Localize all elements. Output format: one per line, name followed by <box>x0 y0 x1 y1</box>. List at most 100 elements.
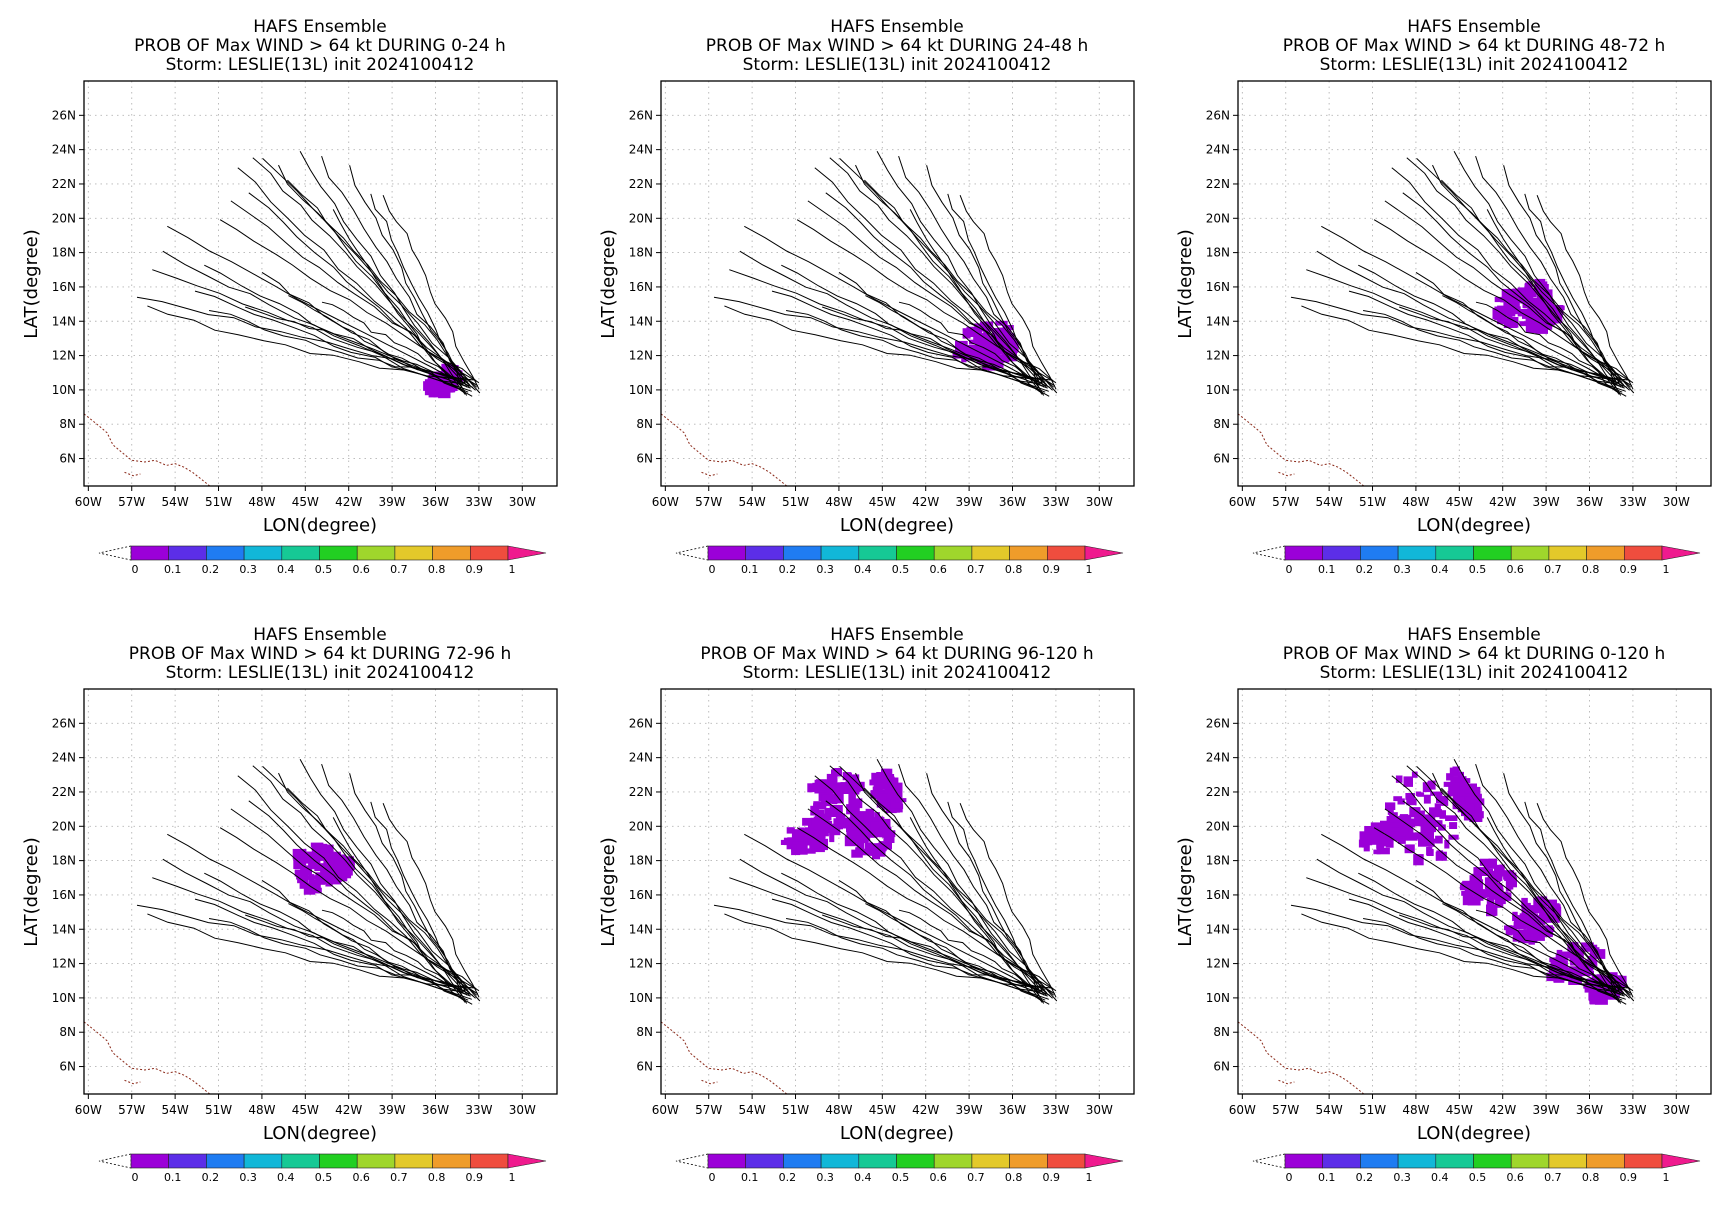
probability-cell <box>1398 825 1409 833</box>
colorbar-tick-label: 0.7 <box>390 1171 408 1184</box>
ensemble-track <box>855 772 1043 1003</box>
colorbar-tick-label: 0.7 <box>967 563 985 576</box>
probability-cell <box>852 781 865 792</box>
x-tick-label: 54W <box>739 495 766 509</box>
probability-cell <box>316 875 326 885</box>
probability-cell <box>979 337 991 350</box>
x-axis-label: LON(degree) <box>1417 1123 1531 1144</box>
probability-cell <box>1556 949 1563 957</box>
probability-cell <box>1419 832 1427 837</box>
coastline <box>701 471 718 477</box>
probability-cell <box>851 849 863 858</box>
probability-cell <box>300 854 311 861</box>
panel-title-line1: HAFS Ensemble <box>253 17 386 37</box>
y-tick-label: 18N <box>1206 246 1230 260</box>
x-tick-label: 48W <box>1402 495 1429 509</box>
probability-cell <box>1406 818 1415 828</box>
x-tick-label: 54W <box>162 495 189 509</box>
probability-cell <box>1507 317 1519 328</box>
x-tick-label: 45W <box>292 495 319 509</box>
x-tick-label: 60W <box>1229 1103 1256 1117</box>
y-tick-label: 26N <box>629 108 653 122</box>
ensemble-track <box>261 879 473 1005</box>
ensemble-track <box>1399 914 1620 992</box>
ensemble-track <box>876 151 1040 389</box>
ensemble-track <box>167 833 474 996</box>
probability-cell <box>1469 879 1484 892</box>
ensemble-track <box>1415 271 1627 397</box>
ensemble-track <box>1384 200 1634 384</box>
probability-cell <box>1570 947 1584 954</box>
x-tick-label: 39W <box>956 1103 983 1117</box>
x-tick-label: 30W <box>509 1103 536 1117</box>
x-tick-label: 48W <box>825 495 852 509</box>
ensemble-track <box>898 909 1047 996</box>
y-tick-label: 12N <box>629 349 653 363</box>
ensemble-track <box>1524 193 1622 396</box>
probability-cell <box>1364 834 1373 846</box>
colorbar-swatch <box>1435 545 1474 561</box>
y-axis-label: LAT(degree) <box>21 229 42 338</box>
y-tick-label: 10N <box>629 383 653 397</box>
y-tick-label: 8N <box>59 417 76 431</box>
probability-cell <box>294 869 308 877</box>
probability-cell <box>1446 773 1454 781</box>
probability-cell <box>1405 793 1415 800</box>
probability-cell <box>1462 894 1474 906</box>
probability-cell <box>1553 311 1563 316</box>
colorbar: 0 0.1 0.2 0.3 0.4 0.5 0.6 0.7 0.8 0.9 1 <box>98 1153 547 1184</box>
colorbar-tick-label: 0.1 <box>741 563 759 576</box>
panel-24-48h: HAFS Ensemble PROB OF Max WIND > 64 kt DU… <box>577 0 1154 608</box>
colorbar-tick-label: 0.9 <box>1043 1171 1061 1184</box>
probability-cell <box>1601 975 1611 983</box>
panel-title-line3: Storm: LESLIE(13L) init 2024100412 <box>166 55 475 75</box>
x-tick-label: 30W <box>1086 495 1113 509</box>
ensemble-track <box>898 301 1047 388</box>
probability-cell <box>787 837 797 847</box>
ensemble-tracks <box>136 759 481 1005</box>
colorbar-tick-label: 0.1 <box>1318 1171 1336 1184</box>
probability-cell <box>1530 915 1541 925</box>
probability-cell <box>1505 925 1513 936</box>
probability-cell <box>1381 838 1389 844</box>
probability-cell <box>885 834 895 843</box>
ensemble-track <box>136 904 469 990</box>
probability-cell <box>337 859 346 866</box>
y-tick-label: 14N <box>629 922 653 936</box>
y-tick-label: 12N <box>1206 349 1230 363</box>
ensemble-track <box>959 195 1057 390</box>
colorbar-swatch <box>858 1153 897 1169</box>
gridlines <box>1238 81 1711 486</box>
ensemble-track <box>252 157 463 382</box>
probability-cell <box>991 346 999 352</box>
colorbar-tick-label: 0 <box>132 1171 139 1184</box>
probability-cell <box>967 345 980 356</box>
colorbar-tick-label: 1 <box>1663 563 1670 576</box>
ensemble-track <box>1503 165 1622 388</box>
ensemble-track <box>864 787 1055 996</box>
probability-cell <box>1545 309 1552 317</box>
ensemble-track <box>261 271 473 397</box>
probability-cell <box>1434 809 1442 816</box>
y-tick-label: 16N <box>52 888 76 902</box>
colorbar-tick-label: 0.4 <box>1431 1171 1449 1184</box>
probability-cell <box>870 821 879 829</box>
panel-title-line1: HAFS Ensemble <box>1407 625 1540 645</box>
colorbar-tick-label: 0.9 <box>466 1171 484 1184</box>
panel-0-24h: HAFS Ensemble PROB OF Max WIND > 64 kt DU… <box>0 0 577 608</box>
probability-cell <box>1434 803 1441 811</box>
probability-cell <box>819 813 832 821</box>
x-tick-label: 39W <box>956 495 983 509</box>
ensemble-tracks <box>713 759 1058 1005</box>
probability-cell <box>826 783 839 794</box>
probability-cell <box>884 783 891 795</box>
y-tick-label: 6N <box>636 1060 653 1074</box>
probability-cell <box>1385 802 1396 810</box>
y-tick-label: 6N <box>59 1060 76 1074</box>
ensemble-track <box>1348 898 1626 1000</box>
y-tick-label: 18N <box>52 246 76 260</box>
ensemble-track <box>321 909 470 996</box>
probability-cell <box>846 804 860 815</box>
probability-cell <box>1524 915 1535 928</box>
